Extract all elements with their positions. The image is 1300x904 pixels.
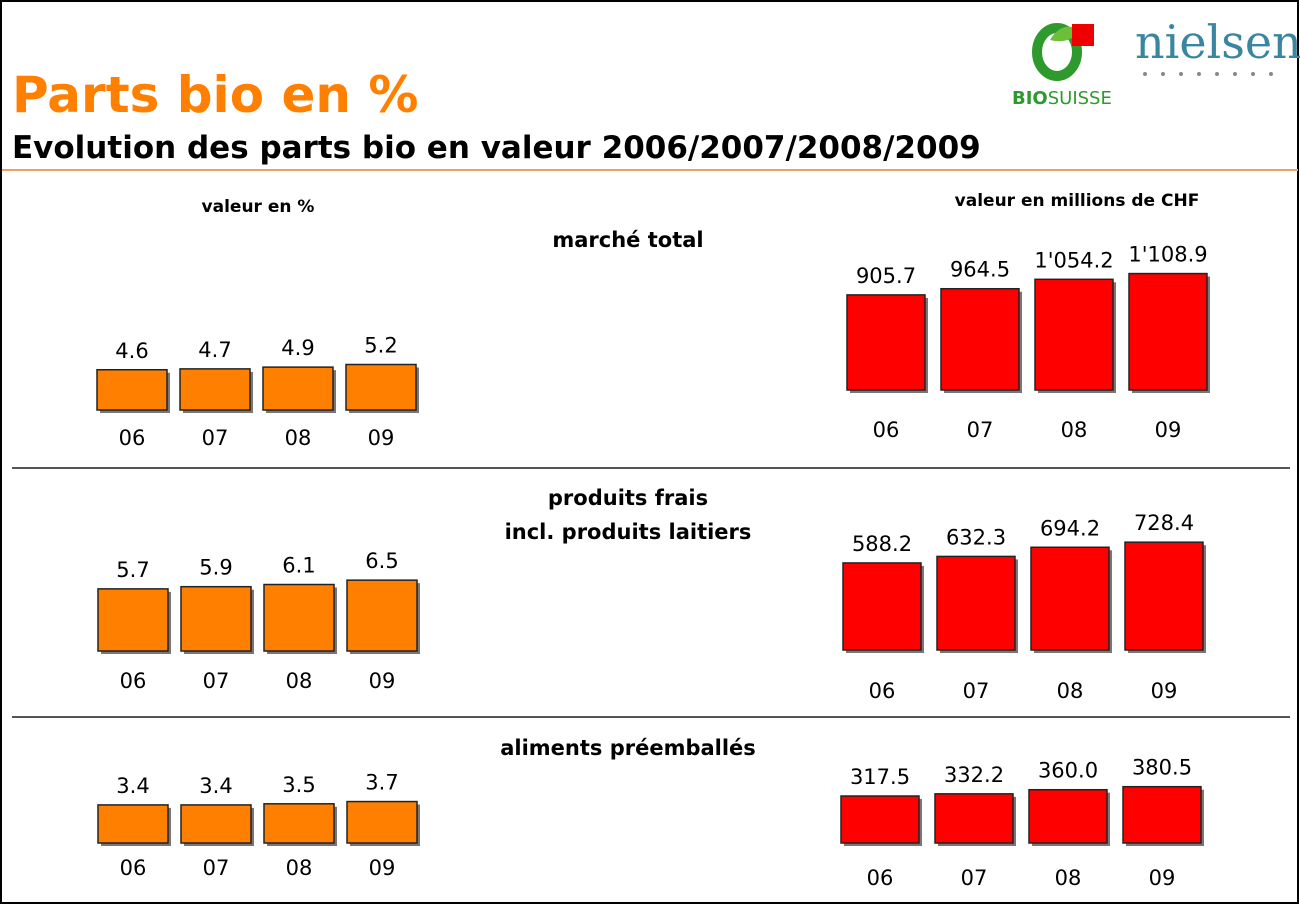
bar <box>97 588 169 652</box>
category-label: 09 <box>369 856 396 880</box>
bar <box>840 795 920 844</box>
bar <box>1028 788 1108 844</box>
bar <box>180 585 252 652</box>
subtitle: Evolution des parts bio en valeur 2006/2… <box>12 130 981 166</box>
value-label: 332.2 <box>944 763 1004 787</box>
value-label: 3.4 <box>116 774 149 798</box>
bar <box>1122 785 1202 844</box>
category-label: 06 <box>869 679 896 703</box>
bar <box>936 555 1016 651</box>
logo-ring <box>1032 23 1082 81</box>
category-label: 08 <box>286 856 313 880</box>
right-heading: valeur en millions de CHF <box>955 191 1200 211</box>
value-label: 360.0 <box>1038 759 1098 783</box>
bar <box>96 369 168 411</box>
nielsen-dots <box>1143 72 1273 76</box>
logo-suisse: SUISSE <box>1048 88 1112 109</box>
value-label: 6.5 <box>365 549 398 573</box>
bar <box>262 366 334 411</box>
category-label: 06 <box>867 866 894 890</box>
category-label: 07 <box>203 669 230 693</box>
logo-flag <box>1072 24 1094 46</box>
value-label: 3.5 <box>282 773 315 797</box>
category-label: 07 <box>963 679 990 703</box>
bar <box>345 363 417 411</box>
dot <box>1251 72 1255 76</box>
value-label: 588.2 <box>852 532 912 556</box>
bar <box>846 294 926 391</box>
category-label: 09 <box>1151 679 1178 703</box>
bar <box>346 800 418 844</box>
value-label: 964.5 <box>950 258 1010 282</box>
category-label: 07 <box>202 426 229 450</box>
category-label: 06 <box>120 669 147 693</box>
logo-text: BIOSUISSE <box>1012 88 1112 109</box>
value-label: 6.1 <box>282 554 315 578</box>
category-label: 08 <box>1055 866 1082 890</box>
category-label: 09 <box>369 669 396 693</box>
category-label: 08 <box>1061 418 1088 442</box>
value-label: 632.3 <box>946 525 1006 549</box>
bar <box>180 804 252 844</box>
bar <box>934 793 1014 844</box>
value-label: 4.6 <box>115 339 148 363</box>
value-label: 728.4 <box>1134 511 1194 535</box>
value-label: 5.7 <box>116 558 149 582</box>
left-heading: valeur en % <box>202 197 315 217</box>
section-title: aliments préemballés <box>500 736 756 760</box>
category-label: 07 <box>967 418 994 442</box>
value-label: 694.2 <box>1040 516 1100 540</box>
category-label: 06 <box>120 856 147 880</box>
bar <box>97 804 169 844</box>
bar <box>940 287 1020 391</box>
value-label: 380.5 <box>1132 756 1192 780</box>
bar <box>1034 278 1114 391</box>
category-label: 08 <box>286 669 313 693</box>
dot <box>1197 72 1201 76</box>
value-label: 1'108.9 <box>1128 243 1207 267</box>
value-label: 5.9 <box>199 556 232 580</box>
title: Parts bio en % <box>12 66 418 124</box>
bar <box>263 583 335 652</box>
dot <box>1233 72 1237 76</box>
section-title: produits frais <box>548 486 708 510</box>
category-label: 09 <box>1155 418 1182 442</box>
logo-bio: BIO <box>1012 88 1048 109</box>
bar <box>842 562 922 651</box>
section-title: incl. produits laitiers <box>505 520 752 544</box>
biosuisse-logo: BIOSUISSE <box>1012 23 1112 109</box>
category-label: 07 <box>203 856 230 880</box>
category-label: 07 <box>961 866 988 890</box>
value-label: 3.4 <box>199 774 232 798</box>
nielsen-logo: nielsen <box>1135 15 1300 69</box>
bar <box>1030 546 1110 651</box>
value-label: 3.7 <box>365 771 398 795</box>
category-label: 06 <box>119 426 146 450</box>
value-label: 1'054.2 <box>1034 248 1113 272</box>
category-label: 08 <box>285 426 312 450</box>
dot <box>1179 72 1183 76</box>
bar <box>263 803 335 844</box>
category-label: 08 <box>1057 679 1084 703</box>
value-label: 905.7 <box>856 264 916 288</box>
category-label: 09 <box>368 426 395 450</box>
category-label: 09 <box>1149 866 1176 890</box>
dot <box>1215 72 1219 76</box>
value-label: 317.5 <box>850 765 910 789</box>
category-label: 06 <box>873 418 900 442</box>
dot <box>1161 72 1165 76</box>
bar <box>179 368 251 411</box>
value-label: 5.2 <box>364 334 397 358</box>
bar <box>1124 541 1204 651</box>
bar <box>346 579 418 652</box>
section-title: marché total <box>552 228 703 252</box>
dot <box>1269 72 1273 76</box>
dot <box>1143 72 1147 76</box>
bar <box>1128 272 1208 391</box>
value-label: 4.9 <box>281 336 314 360</box>
value-label: 4.7 <box>198 338 231 362</box>
